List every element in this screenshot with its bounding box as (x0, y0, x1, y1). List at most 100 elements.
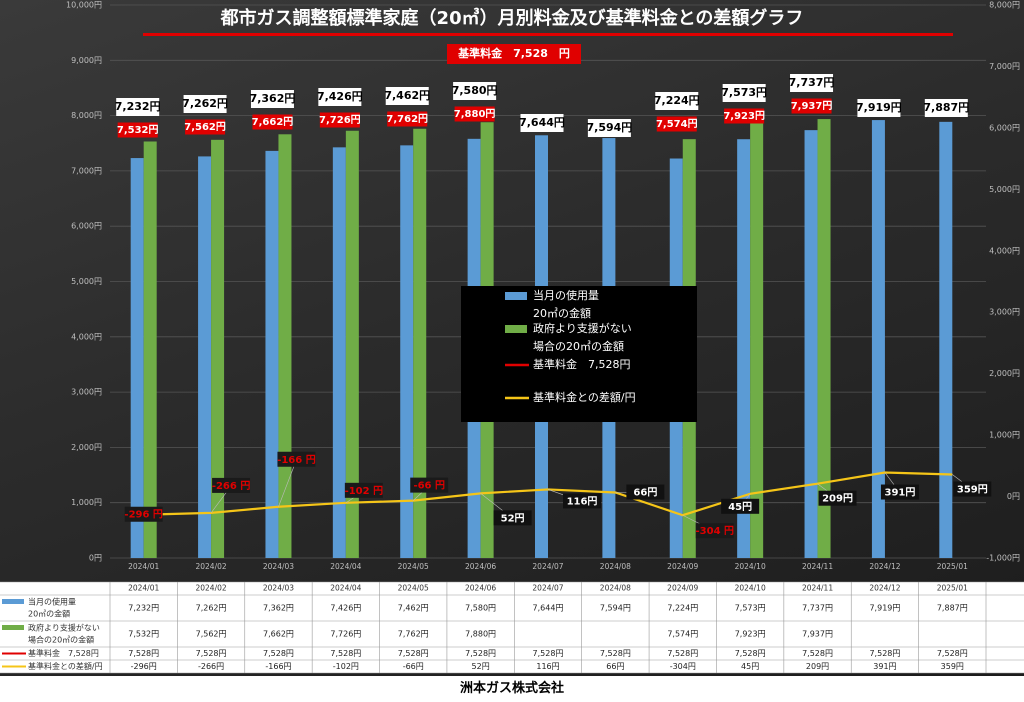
green-label-box (185, 119, 226, 135)
blue-bar-value-label: 7,573円 (721, 86, 767, 99)
bar-blue (804, 130, 818, 558)
left-axis-tick-label: 8,000円 (71, 111, 102, 120)
bar-blue (332, 147, 346, 558)
table-header-cell: 2024/07 (532, 584, 563, 593)
blue-label-box (722, 84, 766, 102)
x-axis-tick-label: 2024/06 (465, 562, 496, 571)
table-row-header: 基準料金 7,528円 (28, 648, 99, 658)
bar-green (413, 128, 427, 558)
table-row-header: 政府より支援がない (28, 623, 100, 633)
diff-value-label: 209円 (822, 493, 853, 505)
blue-bar-value-label: 7,232円 (115, 100, 161, 113)
x-axis-tick-label: 2024/10 (735, 562, 766, 571)
blue-bar-value-label: 7,644円 (519, 116, 565, 129)
right-axis-tick-label: 7,000円 (989, 62, 1020, 71)
table-cell: 45円 (741, 662, 759, 671)
green-bar-value-label: 7,937円 (791, 100, 833, 112)
table-row-header: 20㎥の金額 (28, 609, 70, 619)
bar-green (817, 119, 831, 559)
table-swatch (2, 599, 24, 604)
legend-box (461, 286, 697, 422)
table-cell: 7,574円 (667, 630, 698, 639)
blue-label-box (655, 92, 699, 110)
bar-green (143, 141, 157, 558)
table-cell: 7,762円 (398, 630, 429, 639)
table-header-cell: 2024/09 (667, 584, 698, 593)
table-header-cell: 2024/06 (465, 584, 496, 593)
x-axis-tick-label: 2024/05 (398, 562, 429, 571)
green-bar-value-label: 7,726円 (319, 114, 361, 126)
table-cell: 7,528円 (128, 649, 159, 658)
table-cell: 359円 (941, 662, 964, 671)
company-footer: 洲本ガス株式会社 (459, 681, 564, 696)
bar-green (345, 130, 359, 558)
table-cell: 7,232円 (128, 604, 159, 613)
table-cell: 7,528円 (196, 649, 227, 658)
right-axis-tick-label: 2,000円 (989, 369, 1020, 378)
diff-label-box (818, 490, 857, 506)
left-axis-tick-label: 10,000円 (66, 1, 102, 10)
right-axis-tick-label: 5,000円 (989, 185, 1020, 194)
table-cell: 7,462円 (398, 604, 429, 613)
table-header-cell: 2024/10 (735, 584, 766, 593)
blue-bar-value-label: 7,594円 (586, 121, 632, 134)
blue-label-box (385, 87, 429, 105)
left-axis-tick-label: 7,000円 (71, 166, 102, 175)
blue-label-box (453, 82, 497, 100)
green-bar-value-label: 7,923円 (723, 110, 765, 122)
bar-blue (130, 158, 144, 558)
bar-green (278, 134, 292, 559)
blue-bar-value-label: 7,737円 (789, 76, 835, 89)
blue-label-box (318, 88, 362, 106)
left-axis-tick-label: 6,000円 (71, 222, 102, 231)
table-cell: 7,528円 (330, 649, 361, 658)
table-cell: 209円 (806, 662, 829, 671)
diff-value-label: -304 円 (696, 525, 735, 537)
left-axis-tick-label: 4,000円 (71, 332, 102, 341)
table-cell: 7,887円 (937, 604, 968, 613)
table-cell: 7,224円 (667, 604, 698, 613)
diff-label-box (721, 498, 760, 514)
chart-svg: 0円 1,000円 2,000円 3,000円 4,000円 5,000円 6,000円 7,… (0, 1, 1024, 674)
bar-blue (265, 150, 279, 558)
table-cell: 7,919円 (869, 604, 900, 613)
blue-label-box (790, 74, 834, 92)
blue-bar-value-label: 7,426円 (317, 90, 363, 103)
table-cell: 7,528円 (263, 649, 294, 658)
table-cell: 7,580円 (465, 604, 496, 613)
diff-label-box (124, 506, 163, 522)
table-cell: 7,737円 (802, 604, 833, 613)
table-cell: -266円 (198, 662, 224, 671)
blue-label-box (924, 99, 968, 117)
diff-label-box (410, 477, 449, 493)
diff-value-label: 116円 (567, 495, 598, 507)
table-cell: 7,528円 (735, 649, 766, 658)
green-label-box (117, 122, 158, 138)
diff-label-box (563, 493, 601, 509)
green-label-box (724, 108, 765, 124)
table-header-cell: 2024/05 (398, 584, 429, 593)
blue-bar-value-label: 7,262円 (182, 97, 228, 110)
table-cell: 66円 (606, 662, 624, 671)
green-label-box (454, 106, 495, 122)
legend-swatch (505, 325, 527, 333)
table-header-cell: 2024/02 (195, 584, 226, 593)
data-table-bg (0, 582, 1024, 673)
blue-bar-value-label: 7,362円 (250, 92, 296, 105)
blue-bar-value-label: 7,224円 (654, 94, 700, 107)
table-cell: 7,726円 (330, 630, 361, 639)
green-label-box (252, 114, 293, 130)
blue-label-box (857, 99, 901, 117)
diff-label-box (880, 484, 919, 500)
left-axis-tick-label: 9,000円 (71, 56, 102, 65)
green-bar-value-label: 7,662円 (252, 116, 294, 128)
x-axis-tick-label: 2024/11 (802, 562, 833, 571)
diff-value-label: 66円 (633, 487, 657, 499)
x-axis-tick-label: 2024/09 (667, 562, 698, 571)
x-axis-tick-label: 2024/04 (330, 562, 361, 571)
green-label-box (791, 98, 832, 114)
bar-blue (939, 121, 953, 558)
table-header-cell: 2024/03 (263, 584, 294, 593)
green-bar-value-label: 7,562円 (184, 121, 226, 133)
